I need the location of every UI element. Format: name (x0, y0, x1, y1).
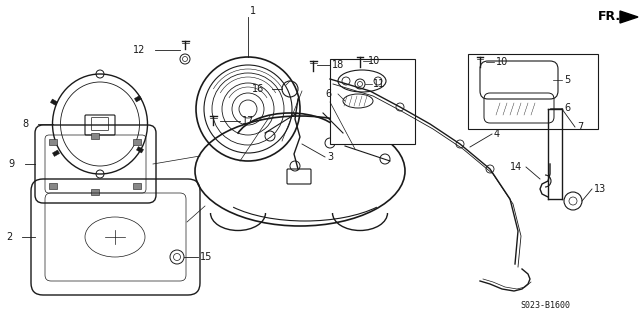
Text: 16: 16 (252, 84, 264, 94)
Text: FR.: FR. (598, 11, 621, 24)
Text: 18: 18 (332, 60, 344, 70)
Text: 9: 9 (8, 159, 14, 169)
Bar (330, 59, 415, 144)
Text: S023-B1600: S023-B1600 (520, 300, 570, 309)
Bar (49, 183, 57, 189)
Bar (133, 183, 141, 189)
Text: 3: 3 (327, 152, 333, 162)
Text: 12: 12 (133, 45, 145, 55)
Text: 11: 11 (373, 79, 385, 89)
Bar (51, 99, 58, 106)
Bar (52, 150, 60, 156)
Text: 5: 5 (564, 75, 570, 85)
Text: 6: 6 (325, 89, 331, 99)
Bar (468, 54, 598, 129)
Text: 13: 13 (594, 184, 606, 194)
Text: 8: 8 (22, 119, 28, 129)
Text: 17: 17 (242, 116, 254, 126)
Text: 10: 10 (368, 56, 380, 66)
Text: 4: 4 (494, 129, 500, 139)
Polygon shape (620, 11, 638, 23)
Bar (91, 189, 99, 195)
Bar (133, 139, 141, 145)
Text: 6: 6 (564, 103, 570, 113)
Text: 15: 15 (200, 252, 212, 262)
Bar (49, 139, 57, 145)
Bar (134, 95, 141, 102)
Text: 10: 10 (496, 57, 508, 67)
Text: 7: 7 (577, 122, 583, 132)
Text: 1: 1 (250, 6, 256, 16)
Text: 2: 2 (6, 232, 12, 242)
Bar (91, 133, 99, 139)
Text: 14: 14 (510, 162, 522, 172)
Bar (136, 146, 143, 153)
